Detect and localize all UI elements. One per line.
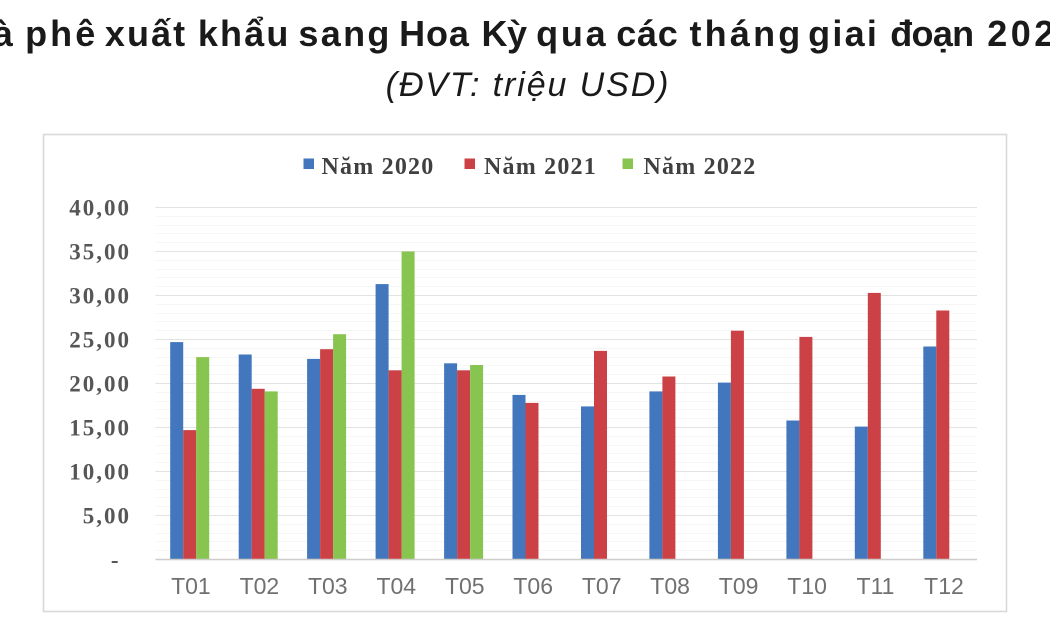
svg-text:15,00: 15,00 (69, 416, 131, 441)
svg-text:T07: T07 (582, 573, 622, 599)
svg-text:T02: T02 (240, 573, 280, 599)
svg-text:25,00: 25,00 (69, 328, 131, 353)
svg-text:T05: T05 (445, 573, 485, 599)
svg-text:T04: T04 (376, 573, 416, 599)
svg-text:20,00: 20,00 (69, 372, 131, 397)
svg-text:-: - (111, 548, 119, 573)
svg-text:T11: T11 (857, 573, 895, 599)
svg-text:30,00: 30,00 (69, 284, 131, 309)
svg-text:T06: T06 (513, 573, 553, 599)
svg-text:Năm 2022: Năm 2022 (644, 154, 757, 180)
svg-text:T03: T03 (308, 573, 348, 599)
svg-text:10,00: 10,00 (69, 460, 131, 485)
svg-text:5,00: 5,00 (83, 504, 131, 529)
svg-text:35,00: 35,00 (69, 240, 131, 265)
svg-text:T12: T12 (924, 573, 964, 599)
svg-text:T09: T09 (719, 573, 759, 599)
svg-text:Năm 2020: Năm 2020 (322, 154, 435, 180)
svg-text:Năm 2021: Năm 2021 (484, 154, 597, 180)
svg-text:T01: T01 (171, 573, 211, 599)
svg-text:40,00: 40,00 (69, 196, 131, 221)
svg-text:T08: T08 (650, 573, 690, 599)
svg-text:T10: T10 (787, 573, 827, 599)
